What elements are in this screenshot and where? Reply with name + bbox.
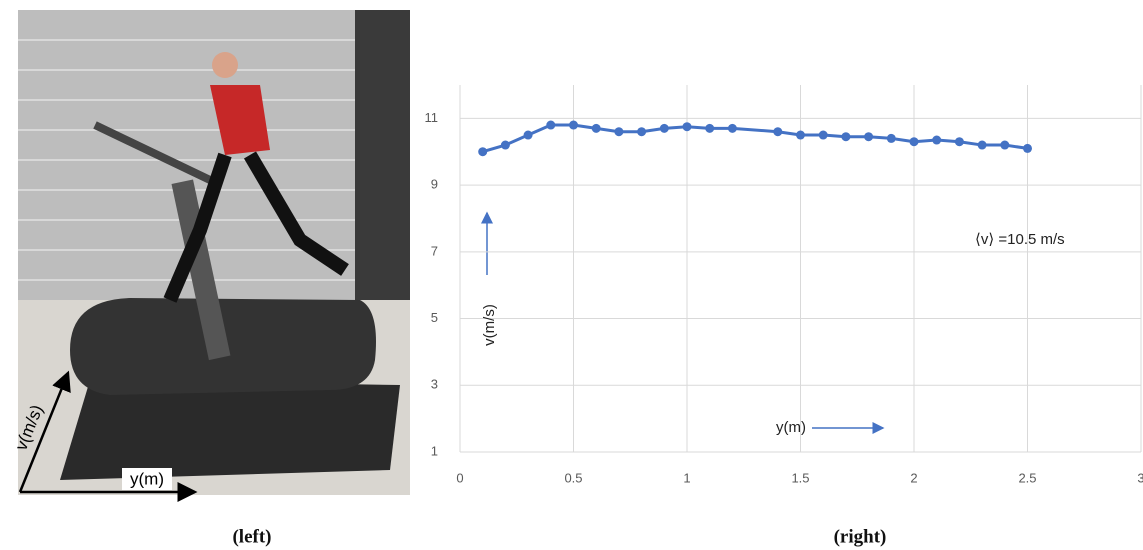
x-tick-label: 3 [1137, 470, 1143, 485]
y-tick-label: 1 [431, 443, 438, 458]
x-tick-label: 2.5 [1018, 470, 1036, 485]
photo-axis-y: y(m) [130, 469, 164, 488]
y-tick-label: 7 [431, 243, 438, 258]
photo [18, 10, 410, 495]
annotation: v(m/s) [481, 304, 498, 346]
x-tick-label: 1 [683, 470, 690, 485]
annotation: y(m) [776, 419, 806, 436]
chart: 1 3 5 7 9 11 0 0.5 1 1.5 2 2.5 3 ⟨v⟩ =10.5 m/s v(m/s) y… [425, 85, 1143, 485]
point [954, 137, 964, 147]
point [864, 132, 874, 142]
caption: (right) [834, 526, 887, 547]
point [659, 123, 669, 133]
point [886, 133, 896, 143]
point [841, 132, 851, 142]
point [977, 140, 987, 150]
y-tick-label: 5 [431, 310, 438, 325]
annotation: ⟨v⟩ =10.5 m/s [975, 231, 1065, 248]
y-tick-label: 9 [431, 177, 438, 192]
point [796, 130, 805, 140]
point [637, 127, 647, 137]
point [1023, 143, 1032, 153]
point [727, 123, 737, 133]
x-tick-label: 0.5 [564, 470, 582, 485]
point [569, 120, 578, 130]
caption: (left) [232, 526, 271, 547]
point [682, 122, 692, 132]
point [546, 120, 556, 130]
point [932, 135, 942, 145]
point [705, 123, 715, 133]
series-line [482, 123, 1028, 154]
point [909, 137, 919, 147]
y-tick-label: 11 [425, 110, 439, 125]
point [614, 127, 624, 137]
point [500, 140, 510, 150]
x-tick-label: 0 [456, 470, 463, 485]
y-tick-label: 3 [431, 377, 438, 392]
point [1000, 140, 1010, 150]
point [591, 123, 601, 133]
x-tick-label: 1.5 [791, 470, 809, 485]
point [523, 130, 533, 140]
x-tick-label: 2 [910, 470, 917, 485]
point [773, 127, 783, 137]
point [478, 147, 488, 157]
point [818, 130, 828, 140]
